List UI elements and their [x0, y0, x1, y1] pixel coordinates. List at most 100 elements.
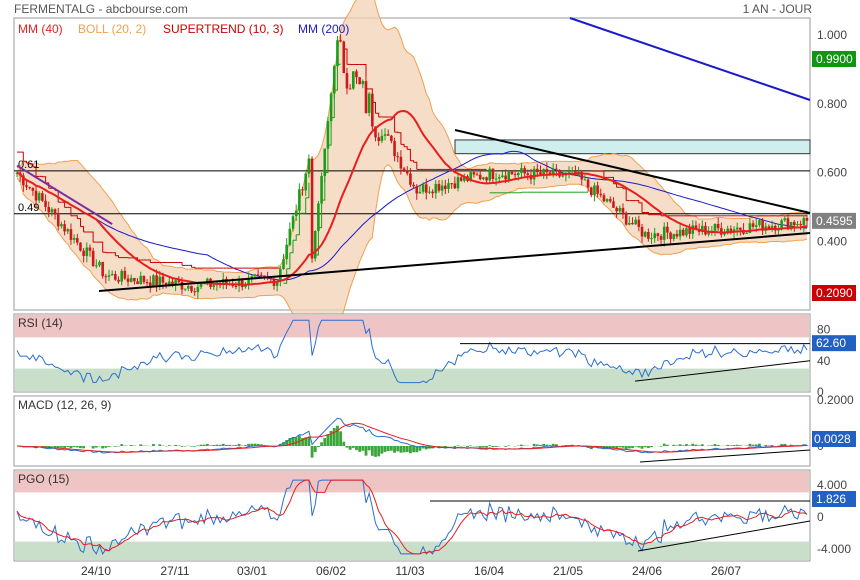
- macd-histogram-bar: [167, 445, 171, 446]
- supertrend-segment: [99, 241, 104, 253]
- candle-body: [659, 236, 663, 240]
- candle-body: [612, 201, 615, 208]
- candle-body: [510, 171, 514, 175]
- candle-body: [666, 226, 669, 233]
- candle-body: [352, 71, 355, 89]
- period-label[interactable]: 1 AN - JOUR: [742, 2, 812, 16]
- supertrend-segment: [42, 176, 47, 183]
- supertrend-segment: [188, 264, 192, 268]
- macd-histogram-bar: [691, 443, 695, 446]
- candle-body: [672, 233, 676, 239]
- macd-histogram-bar: [94, 446, 98, 448]
- candle-body: [545, 169, 549, 173]
- macd-histogram-bar: [650, 446, 653, 448]
- macd-legend: MACD (12, 26, 9): [18, 398, 111, 412]
- macd-histogram-bar: [107, 446, 111, 447]
- candle-body: [640, 226, 644, 237]
- macd-histogram-bar: [196, 445, 200, 446]
- candle-body: [133, 277, 136, 282]
- supertrend-segment: [20, 151, 24, 162]
- candle-body: [599, 193, 603, 196]
- candle-body: [364, 81, 368, 113]
- macd-histogram-bar: [764, 444, 768, 446]
- macd-histogram-bar: [326, 434, 330, 446]
- low-value-tag: 0.2090: [816, 286, 853, 300]
- candle-body: [767, 226, 771, 229]
- pgo-overbought-zone: [15, 471, 809, 493]
- macd-histogram-bar: [158, 444, 162, 446]
- macd-histogram-bar: [177, 445, 181, 446]
- candle-body: [399, 156, 403, 169]
- price-legend-item: SUPERTREND (10, 3): [163, 22, 283, 36]
- candle-body: [729, 228, 733, 232]
- price-axis-tick: 0.600: [817, 166, 847, 180]
- supertrend-segment: [296, 213, 300, 236]
- candle-body: [107, 275, 111, 277]
- macd-histogram-bar: [180, 446, 184, 447]
- macd-histogram-bar: [377, 446, 381, 457]
- macd-histogram-bar: [466, 446, 469, 447]
- macd-histogram-bar: [221, 443, 225, 446]
- macd-histogram-bar: [56, 446, 60, 449]
- candle-body: [171, 281, 174, 285]
- macd-histogram-bar: [342, 441, 346, 446]
- macd-histogram-bar: [355, 446, 358, 451]
- macd-histogram-bar: [554, 444, 558, 446]
- macd-histogram-bar: [646, 446, 650, 448]
- candle-body: [780, 220, 783, 229]
- candle-body: [440, 185, 444, 191]
- macd-histogram-bar: [688, 445, 692, 446]
- macd-histogram-bar: [643, 446, 647, 448]
- supertrend-segment: [102, 251, 107, 253]
- macd-histogram-bar: [504, 446, 507, 447]
- candle-body: [110, 274, 114, 276]
- macd-histogram-bar: [634, 446, 638, 447]
- macd-histogram-bar: [218, 444, 222, 446]
- candle-body: [358, 77, 361, 85]
- macd-histogram-bar: [304, 437, 308, 446]
- candle-body: [662, 226, 666, 240]
- candle-body: [190, 285, 193, 292]
- macd-histogram-bar: [694, 444, 698, 446]
- candle-body: [41, 193, 44, 201]
- macd-histogram-bar: [60, 446, 63, 448]
- candle-body: [339, 40, 342, 42]
- pgo-signal-line: [16, 479, 808, 555]
- candle-body: [434, 183, 438, 194]
- supertrend-segment: [178, 262, 183, 266]
- macd-histogram-bar: [405, 446, 409, 453]
- supertrend-segment: [23, 160, 27, 164]
- candle-body: [79, 242, 82, 251]
- macd-histogram-bar: [615, 446, 619, 449]
- supertrend-segment: [600, 170, 605, 178]
- candle-body: [386, 134, 390, 136]
- macd-histogram-bar: [231, 445, 235, 446]
- macd-histogram-bar: [700, 444, 704, 446]
- macd-histogram-bar: [104, 446, 108, 448]
- level-label-1: 0.49: [18, 202, 39, 214]
- candle-body: [647, 231, 650, 239]
- pgo-axis-tick: 4.000: [817, 478, 847, 492]
- macd-histogram-bar: [297, 435, 301, 446]
- macd-histogram-bar: [174, 444, 178, 446]
- candle-body: [383, 134, 387, 136]
- macd-histogram-bar: [443, 446, 447, 448]
- pgo-value-tag: 1.826: [816, 492, 846, 506]
- candle-body: [164, 282, 168, 287]
- macd-histogram-bar: [608, 446, 612, 448]
- macd-histogram-bar: [345, 446, 349, 448]
- candle-body: [393, 141, 396, 157]
- macd-histogram-bar: [320, 442, 323, 446]
- rsi-value-tag: 62.60: [816, 336, 846, 350]
- macd-histogram-bar: [259, 444, 263, 446]
- candle-body: [583, 179, 587, 181]
- candle-body: [643, 231, 647, 237]
- macd-histogram-bar: [361, 446, 365, 451]
- macd-histogram-bar: [754, 444, 758, 446]
- macd-histogram-bar: [152, 444, 155, 446]
- candle-body: [259, 274, 263, 276]
- candle-body: [675, 233, 679, 237]
- candle-body: [320, 176, 323, 204]
- macd-histogram-bar: [399, 446, 403, 453]
- candle-body: [447, 183, 450, 189]
